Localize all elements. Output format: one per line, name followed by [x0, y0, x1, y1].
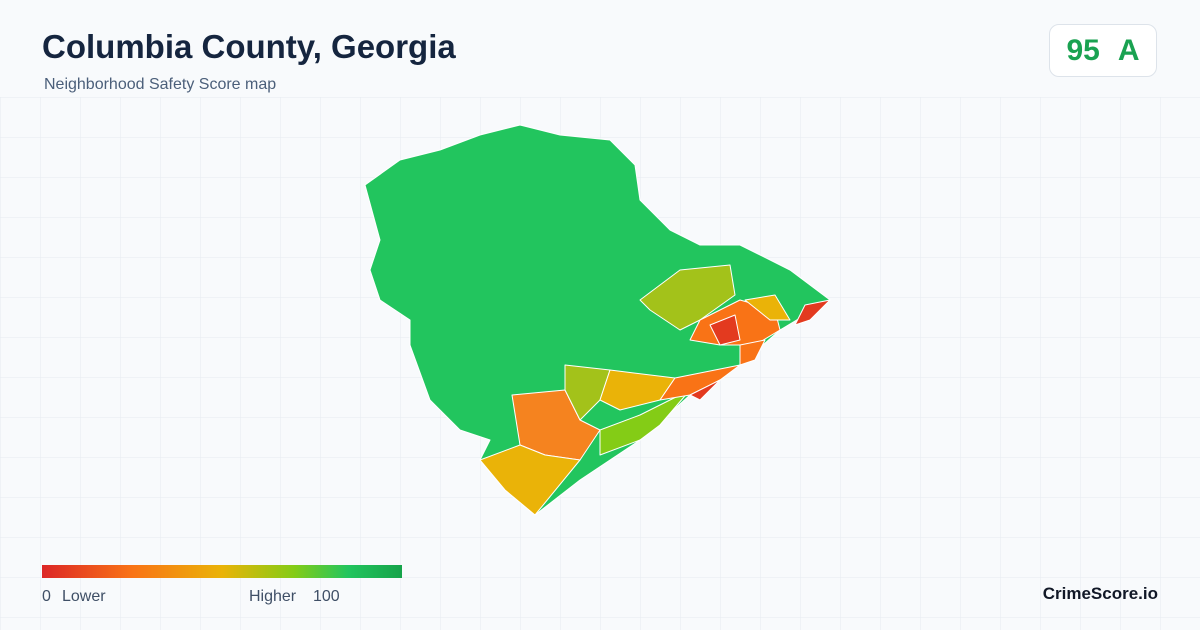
region	[639, 264, 736, 331]
legend-max-label: Higher	[249, 588, 297, 605]
region	[479, 444, 581, 516]
county-map	[364, 124, 831, 516]
region	[744, 294, 791, 321]
region	[794, 299, 831, 326]
legend-gradient	[42, 565, 402, 578]
score-value: 95	[1066, 33, 1100, 67]
region	[599, 389, 691, 456]
region	[739, 339, 766, 366]
legend-max: 100	[313, 588, 340, 605]
legend-min: 0	[42, 588, 51, 605]
brand: CrimeScore.io	[1042, 584, 1158, 603]
score-badge: 95 A	[1049, 24, 1157, 77]
subtitle: Neighborhood Safety Score map	[44, 76, 277, 93]
score-grade: A	[1117, 33, 1140, 67]
legend-min-label: Lower	[62, 588, 106, 605]
title: Columbia County, Georgia	[42, 28, 456, 65]
region	[564, 364, 611, 421]
region	[689, 379, 721, 401]
region	[709, 314, 741, 346]
region	[599, 369, 676, 411]
